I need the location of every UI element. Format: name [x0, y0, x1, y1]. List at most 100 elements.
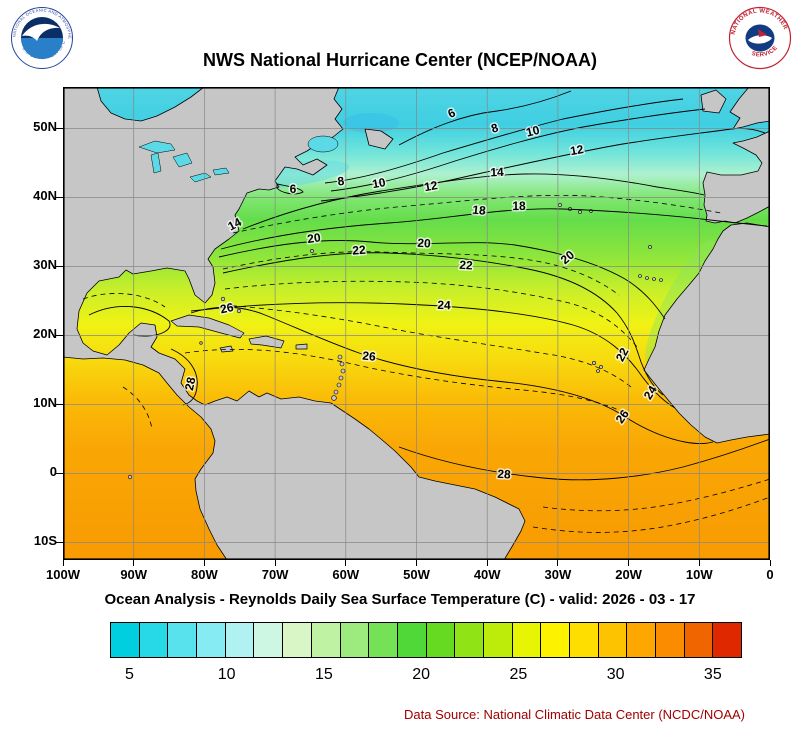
landmass-iberia-france — [702, 130, 770, 224]
land-layer — [63, 87, 770, 560]
colorbar-segment — [369, 623, 398, 657]
lat-tick-label: 0 — [49, 464, 57, 480]
colorbar-tick-label: 35 — [703, 666, 722, 683]
lat-tick-label: 20N — [33, 326, 57, 342]
contour-line-dashed — [122, 386, 153, 430]
colorbar-segment — [483, 623, 513, 657]
colorbar-segment — [713, 623, 742, 657]
lon-tick-mark — [628, 560, 630, 566]
island-dot-azores — [558, 203, 562, 207]
lakes-layer — [138, 135, 339, 183]
lon-tick-label: 20W — [615, 567, 642, 582]
page-title: NWS National Hurricane Center (NCEP/NOAA… — [202, 50, 598, 70]
temperature-colorbar — [110, 622, 742, 658]
island-dot-antilles — [338, 375, 344, 381]
latlon-grid — [63, 87, 770, 560]
island-dot-cape-verde — [591, 360, 596, 365]
noaa-seagull-icon — [22, 23, 60, 41]
colorbar-tick-label: 10 — [217, 666, 236, 683]
colorbar-segment — [656, 623, 685, 657]
island-dot-bermuda — [310, 249, 314, 253]
lon-tick-mark — [62, 560, 64, 566]
noaa-logo: NATIONAL OCEANIC AND ATMOSPHERIC ADMINIS… — [10, 6, 73, 69]
lon-tick-mark — [557, 560, 559, 566]
island-dot-galapagos — [127, 474, 133, 480]
colorbar-segment — [426, 623, 456, 657]
contour-label: 10 — [371, 175, 387, 191]
contour-label: 12 — [569, 142, 585, 158]
map-subtitle: Ocean Analysis - Reynolds Daily Sea Surf… — [104, 591, 696, 608]
colorbar-segment — [340, 623, 370, 657]
island-dot-madeira — [648, 245, 652, 249]
contour-label: 18 — [512, 199, 526, 213]
contour-label: 28 — [497, 467, 512, 482]
island-dot-antilles — [340, 368, 346, 374]
contour-label: 10 — [525, 123, 542, 140]
island-dot-bahamas — [220, 296, 226, 302]
map-frame — [63, 87, 770, 560]
colorbar-segment — [627, 623, 657, 657]
colorbar-tick-label: 25 — [509, 666, 528, 683]
contour-line-10 — [330, 108, 706, 192]
lake-superior — [138, 140, 176, 154]
contour-line-28-tropical — [398, 438, 770, 481]
contour-label: 20 — [417, 236, 432, 251]
island-dot-azores — [578, 210, 582, 214]
nws-emblem-bolt — [758, 29, 767, 37]
lon-tick-mark — [274, 560, 276, 566]
colorbar-segment — [111, 623, 140, 657]
colorbar-segment — [397, 623, 427, 657]
colorbar-segment — [197, 623, 226, 657]
lat-tick-mark — [56, 127, 63, 129]
landmass-americas — [63, 87, 526, 560]
island-newfoundland — [364, 128, 394, 150]
contour-label: 12 — [423, 178, 439, 194]
lon-tick-label: 70W — [261, 567, 289, 582]
lon-tick-label: 40W — [473, 567, 501, 582]
colorbar-segment — [254, 623, 284, 657]
contour-label: 28 — [182, 376, 199, 392]
lon-tick-label: 50W — [403, 567, 430, 582]
contour-label: 26 — [362, 349, 377, 364]
island-dot-canary — [659, 278, 663, 282]
colorbar-segment — [311, 623, 341, 657]
colorbar-tick-label: 30 — [606, 666, 625, 683]
colorbar-segment — [512, 623, 542, 657]
lon-tick-label: 0 — [766, 567, 774, 582]
lon-tick-mark — [769, 560, 771, 566]
contour-label: 22 — [352, 243, 367, 258]
island-dot-antilles — [336, 382, 342, 388]
lon-tick-mark — [203, 560, 205, 566]
colorbar-segment — [168, 623, 198, 657]
lat-tick-label: 50N — [33, 119, 57, 135]
nws-emblem-cloud — [748, 35, 772, 44]
contour-label: 14 — [490, 165, 504, 179]
isotherm-contours — [82, 90, 770, 533]
lon-tick-label: 10W — [685, 567, 713, 582]
lat-tick-label: 10S — [33, 533, 57, 549]
contour-label: 8 — [337, 174, 346, 189]
lake-michigan — [150, 152, 162, 174]
island-puerto-rico — [295, 343, 308, 350]
lat-tick-mark — [56, 541, 63, 543]
lat-tick-label: 40N — [33, 188, 57, 204]
landmass-ireland — [700, 89, 727, 114]
contour-line-dashed — [542, 478, 770, 512]
contour-line-26 — [190, 306, 714, 445]
island-dot-canary — [652, 277, 656, 281]
island-jamaica — [219, 345, 234, 353]
lake-ontario — [212, 167, 230, 176]
island-dot-canary — [645, 276, 649, 280]
colorbar-segment — [283, 623, 312, 657]
lon-tick-mark — [345, 560, 347, 566]
colorbar-tick-label: 15 — [315, 666, 333, 683]
colorbar-tick-label: 5 — [124, 666, 134, 683]
contour-line-20 — [218, 240, 666, 320]
contour-label: 26 — [219, 300, 235, 317]
contour-line-dashed — [224, 280, 638, 348]
lat-tick-mark — [56, 403, 63, 405]
lat-tick-label: 30N — [33, 257, 57, 273]
contour-line-dashed — [222, 304, 632, 388]
